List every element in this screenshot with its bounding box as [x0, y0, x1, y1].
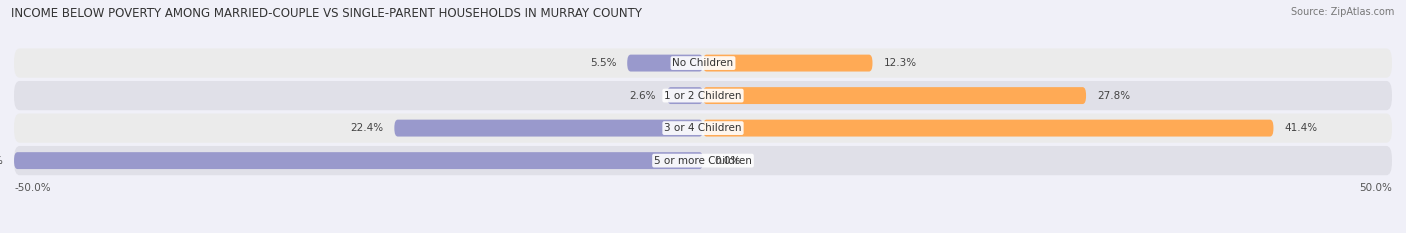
FancyBboxPatch shape	[703, 120, 1274, 137]
FancyBboxPatch shape	[14, 152, 703, 169]
Text: 50.0%: 50.0%	[1360, 183, 1392, 193]
Text: No Children: No Children	[672, 58, 734, 68]
Text: 22.4%: 22.4%	[350, 123, 384, 133]
Text: 2.6%: 2.6%	[630, 91, 657, 101]
Text: 5 or more Children: 5 or more Children	[654, 156, 752, 166]
FancyBboxPatch shape	[703, 55, 873, 72]
Text: 27.8%: 27.8%	[1097, 91, 1130, 101]
FancyBboxPatch shape	[14, 81, 1392, 110]
Text: 5.5%: 5.5%	[589, 58, 616, 68]
FancyBboxPatch shape	[394, 120, 703, 137]
Text: 3 or 4 Children: 3 or 4 Children	[664, 123, 742, 133]
FancyBboxPatch shape	[14, 146, 1392, 175]
FancyBboxPatch shape	[627, 55, 703, 72]
Text: Source: ZipAtlas.com: Source: ZipAtlas.com	[1291, 7, 1395, 17]
Text: 0.0%: 0.0%	[714, 156, 741, 166]
Text: 41.4%: 41.4%	[1285, 123, 1317, 133]
FancyBboxPatch shape	[703, 87, 1085, 104]
Text: 12.3%: 12.3%	[883, 58, 917, 68]
FancyBboxPatch shape	[14, 48, 1392, 78]
FancyBboxPatch shape	[668, 87, 703, 104]
Text: -50.0%: -50.0%	[14, 183, 51, 193]
Text: 50.0%: 50.0%	[0, 156, 3, 166]
Text: INCOME BELOW POVERTY AMONG MARRIED-COUPLE VS SINGLE-PARENT HOUSEHOLDS IN MURRAY : INCOME BELOW POVERTY AMONG MARRIED-COUPL…	[11, 7, 643, 20]
FancyBboxPatch shape	[14, 113, 1392, 143]
Text: 1 or 2 Children: 1 or 2 Children	[664, 91, 742, 101]
